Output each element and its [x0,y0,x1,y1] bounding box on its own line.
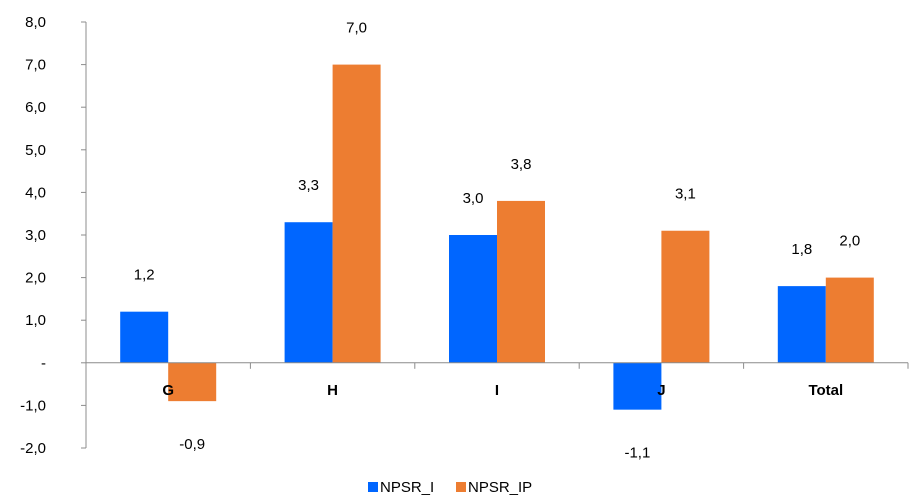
x-tick-label: G [162,382,174,399]
bar-npsr-i-i [449,235,497,363]
legend-label: NPSR_IP [468,479,532,496]
y-tick-label: 3,0 [25,227,46,244]
legend: NPSR_I NPSR_IP [368,479,532,496]
legend-swatch [456,482,466,492]
y-tick-label: 1,0 [25,312,46,329]
x-tick-label: I [495,382,499,399]
bar-npsr-ip-i [497,200,545,363]
legend-swatch [368,482,378,492]
y-tick-label: 2,0 [25,270,46,287]
x-tick-label: Total [808,382,843,399]
data-label: 1,2 [134,267,155,284]
data-label: 3,8 [511,156,532,173]
y-tick-label: 5,0 [25,142,46,159]
x-tick-label: J [657,382,665,399]
bar-npsr-i-h [284,222,333,363]
y-axis: -2,0-1,0-1,02,03,04,05,06,07,08,0 [20,14,86,457]
y-tick-label: -2,0 [20,440,46,457]
data-label: 7,0 [346,20,367,37]
y-tick-label: 6,0 [25,99,46,116]
data-label: 2,0 [839,233,860,250]
data-labels: 1,2 -0,9 3,3 7,0 3,0 3,8 -1,1 3,1 1,8 2,0 [134,20,860,462]
y-tick-label: 4,0 [25,184,46,201]
bar-npsr-i-g [120,311,169,363]
data-label: 3,1 [675,186,696,203]
data-label: 3,0 [463,190,484,207]
bar-npsr-ip-g [168,362,217,402]
y-tick-label: - [41,355,46,372]
bar-npsr-ip-total [825,277,874,363]
y-tick-label: 7,0 [25,57,46,74]
x-tick-label: H [327,382,338,399]
x-axis: G H I J Total [85,362,909,399]
legend-label: NPSR_I [380,479,434,496]
data-label: 1,8 [791,241,812,258]
y-tick-label: 8,0 [25,14,46,31]
y-tick-label: -1,0 [20,397,46,414]
bar-npsr-ip-j [661,230,710,363]
bar-npsr-i-total [777,286,826,363]
bars [120,64,874,410]
bar-npsr-ip-h [332,64,381,363]
data-label: -0,9 [179,436,205,453]
data-label: -1,1 [624,445,650,462]
bar-npsr-i-j [613,362,662,410]
data-label: 3,3 [298,177,319,194]
